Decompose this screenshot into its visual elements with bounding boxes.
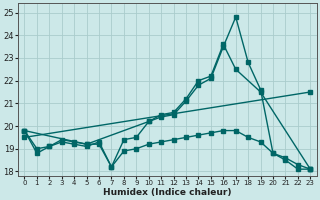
X-axis label: Humidex (Indice chaleur): Humidex (Indice chaleur) xyxy=(103,188,232,197)
